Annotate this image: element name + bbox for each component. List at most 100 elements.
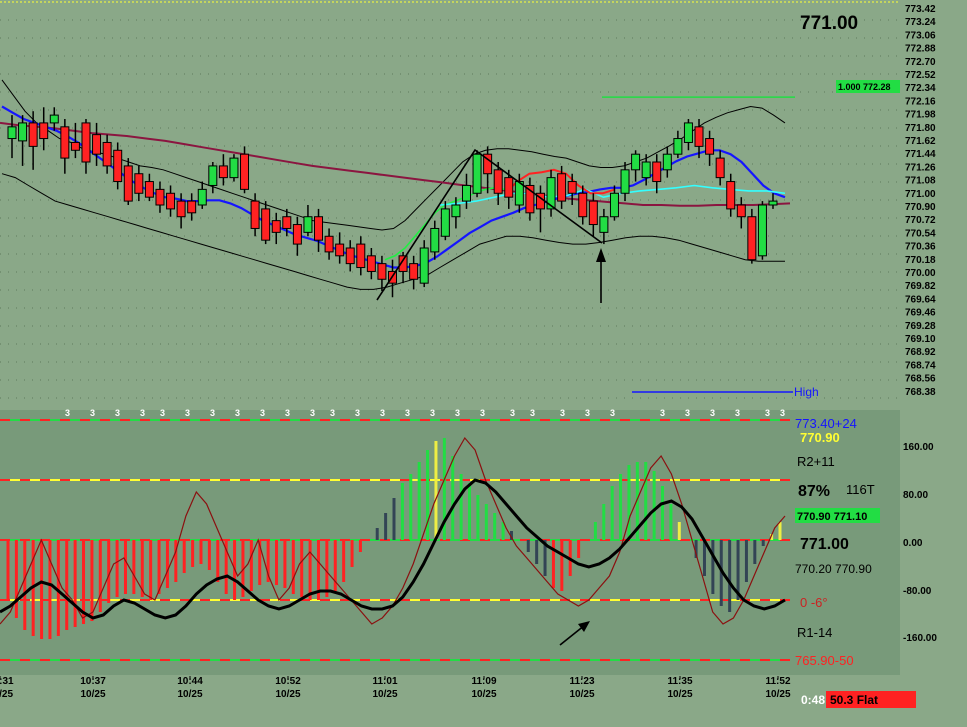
candle-body bbox=[81, 122, 91, 163]
price-tick-label: 771.00 bbox=[905, 189, 936, 200]
bid-ask-bg bbox=[795, 508, 880, 523]
candle-body bbox=[641, 161, 651, 179]
bar-marker: 3 bbox=[780, 408, 785, 418]
bar-marker: 3 bbox=[685, 408, 690, 418]
osc-arrow-head bbox=[578, 621, 590, 632]
candle-body bbox=[578, 192, 588, 218]
candle bbox=[39, 107, 49, 151]
osc-tick-label: 160.00 bbox=[903, 442, 934, 453]
bar-marker: 3 bbox=[185, 408, 190, 418]
price-tick-label: 773.42 bbox=[905, 4, 936, 15]
candle bbox=[546, 169, 556, 217]
bar-marker: 3 bbox=[660, 408, 665, 418]
bar-marker: 3 bbox=[330, 408, 335, 418]
candle bbox=[525, 177, 535, 221]
candle-body bbox=[335, 243, 345, 257]
candle-body bbox=[419, 247, 429, 284]
bar-marker: 3 bbox=[735, 408, 740, 418]
time-label: 11:35 bbox=[667, 676, 692, 687]
candle-body bbox=[356, 243, 366, 269]
candle-body bbox=[483, 153, 493, 175]
price-tick-label: 770.36 bbox=[905, 242, 936, 253]
price-tick-label: 769.82 bbox=[905, 281, 936, 292]
candle-body bbox=[705, 138, 715, 155]
candle-body bbox=[366, 255, 376, 272]
candle-body bbox=[123, 165, 133, 202]
price-tick-label: 770.00 bbox=[905, 268, 936, 279]
candle-body bbox=[303, 216, 313, 233]
candle-body bbox=[430, 227, 440, 253]
price-tick-label: 772.52 bbox=[905, 70, 936, 81]
time-label: 11:09 bbox=[471, 676, 496, 687]
candle bbox=[303, 205, 313, 237]
candle-body bbox=[7, 126, 17, 140]
candle bbox=[757, 201, 767, 260]
candle bbox=[557, 165, 567, 209]
candle-body bbox=[609, 192, 619, 218]
price-tick-label: 768.56 bbox=[905, 374, 936, 385]
candle bbox=[123, 158, 133, 205]
bar-marker: 3 bbox=[585, 408, 590, 418]
candle-body bbox=[292, 224, 302, 245]
bollinger-lower bbox=[1, 173, 785, 290]
candle bbox=[81, 119, 91, 174]
candle bbox=[28, 111, 38, 170]
pct-label: 87% bbox=[798, 483, 830, 500]
time-label: 10:44 bbox=[177, 676, 203, 687]
price-tick-label: 771.80 bbox=[905, 123, 936, 134]
candle-body bbox=[620, 169, 630, 194]
candle bbox=[715, 150, 725, 186]
candles[interactable] bbox=[7, 107, 778, 298]
candle-body bbox=[39, 122, 49, 140]
candle-body bbox=[757, 204, 767, 257]
candle-body bbox=[261, 208, 271, 241]
candle-body bbox=[28, 122, 38, 147]
candle bbox=[314, 208, 324, 252]
candle bbox=[187, 193, 197, 221]
candle bbox=[747, 208, 757, 264]
candle-body bbox=[631, 153, 641, 171]
price-axis-bg bbox=[900, 0, 967, 408]
date-label: 10/25 bbox=[667, 689, 692, 700]
osc-arrow-shaft bbox=[559, 624, 586, 646]
candle-body bbox=[166, 192, 176, 210]
candle-body bbox=[345, 247, 355, 265]
price-tick-label: 769.64 bbox=[905, 294, 936, 305]
date-label: 10/25 bbox=[765, 689, 790, 700]
candle-body bbox=[440, 208, 450, 237]
price-tag-green bbox=[836, 80, 900, 93]
candle bbox=[7, 115, 17, 159]
candle-body bbox=[398, 255, 408, 272]
candle-body bbox=[504, 177, 514, 198]
bar-marker: 3 bbox=[260, 408, 265, 418]
price-tick-label: 768.38 bbox=[905, 387, 936, 398]
bar-marker: 3 bbox=[160, 408, 165, 418]
candle bbox=[588, 193, 598, 237]
high-label: High bbox=[794, 385, 819, 399]
price-tick-label: 769.10 bbox=[905, 334, 936, 345]
bar-marker: 3 bbox=[140, 408, 145, 418]
candle bbox=[60, 119, 70, 174]
price-tick-label: 770.54 bbox=[905, 228, 936, 239]
candle bbox=[662, 146, 672, 178]
candle-body bbox=[49, 114, 59, 124]
candle bbox=[419, 240, 429, 288]
osc-tick-label: 80.00 bbox=[903, 490, 928, 501]
candle bbox=[483, 146, 493, 194]
candle bbox=[398, 251, 408, 284]
candle-body bbox=[240, 153, 250, 190]
candle bbox=[113, 142, 123, 190]
ma-maroon bbox=[0, 121, 791, 207]
candle bbox=[768, 193, 778, 209]
candle-body bbox=[18, 122, 28, 142]
candle-body bbox=[102, 141, 112, 167]
candle-body bbox=[113, 149, 123, 183]
bar-marker: 3 bbox=[430, 408, 435, 418]
candle bbox=[440, 201, 450, 241]
ticks-label: 116T bbox=[846, 482, 875, 497]
candle-body bbox=[197, 188, 207, 206]
candle bbox=[736, 197, 746, 229]
candle bbox=[250, 193, 260, 237]
candle bbox=[620, 162, 630, 202]
